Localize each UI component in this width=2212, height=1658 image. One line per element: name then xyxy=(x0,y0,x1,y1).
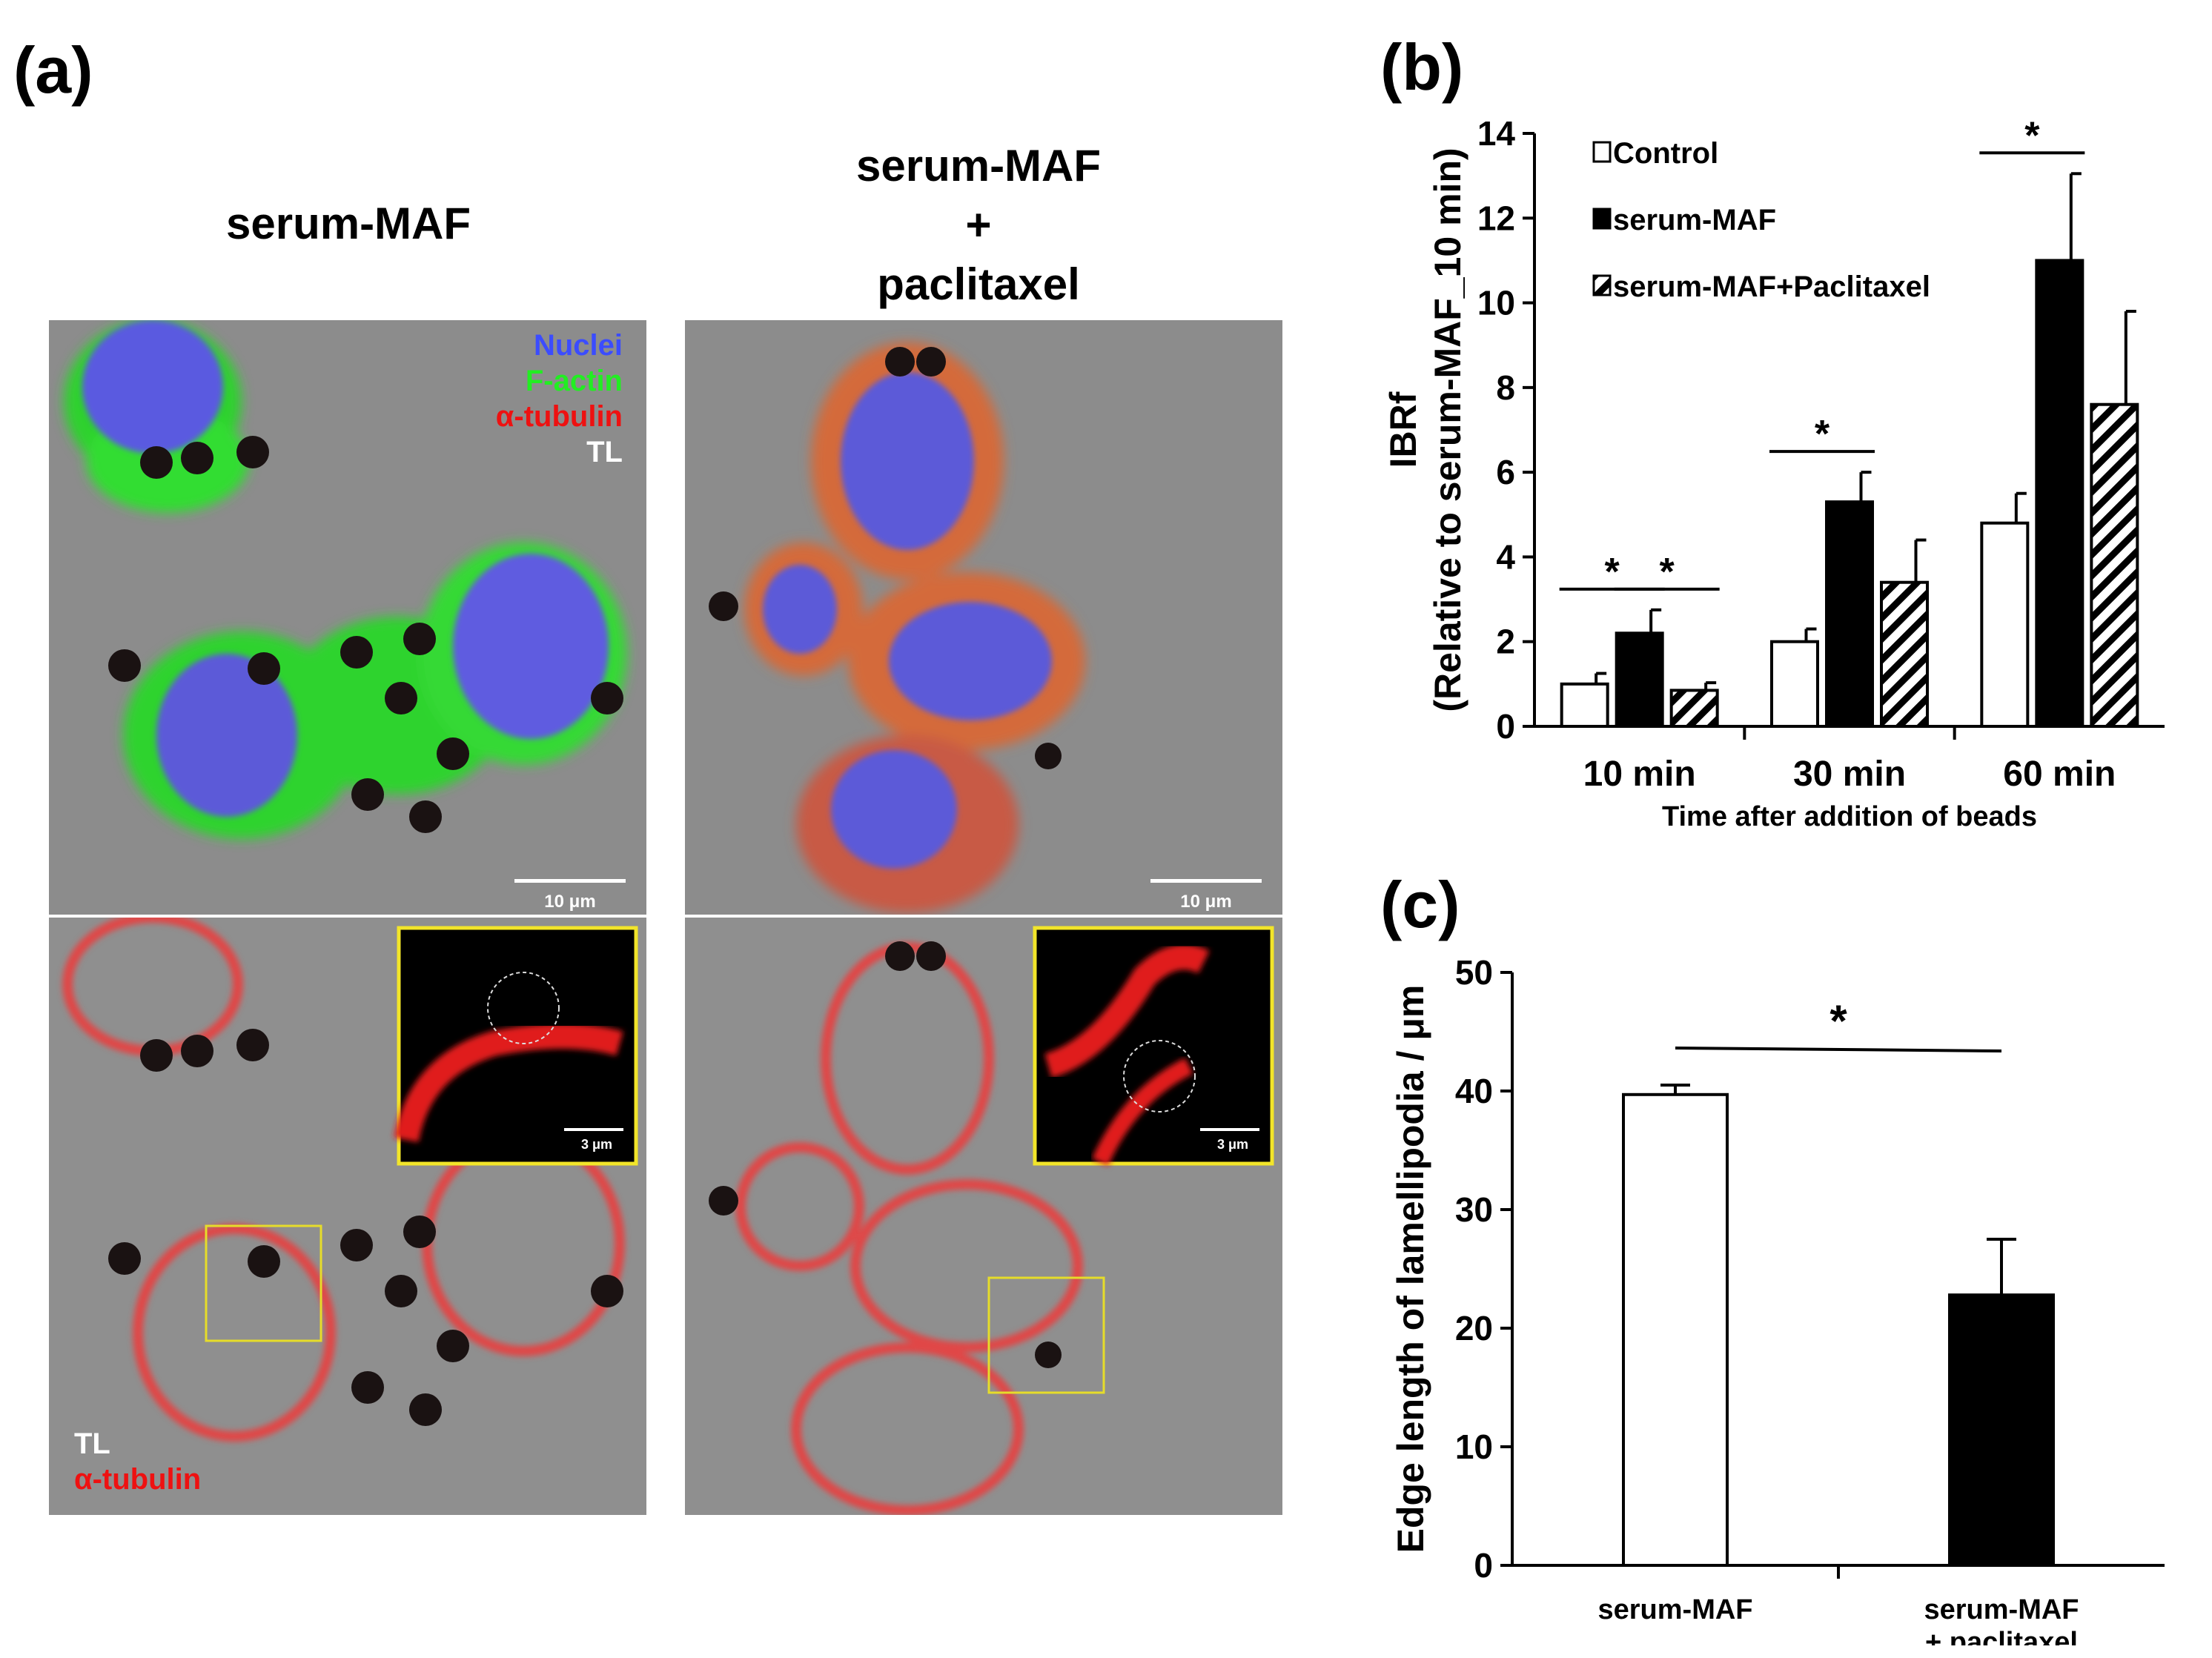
c-sig-star: * xyxy=(1829,996,1847,1046)
b-y-tick-label: 6 xyxy=(1496,453,1515,491)
panel-a-label: (a) xyxy=(13,33,93,107)
b-legend-label: Control xyxy=(1613,137,1718,170)
b-bar xyxy=(1560,682,1609,728)
b-bar xyxy=(1880,580,1929,729)
b-legend-swatch xyxy=(1592,141,1612,163)
col2-title: serum-MAF + paclitaxel xyxy=(801,136,1156,314)
c-y-tick-label: 10 xyxy=(1455,1427,1493,1466)
b-x-tick-label: 60 min xyxy=(2003,755,2116,794)
b-bar xyxy=(1980,521,2030,728)
c-bar xyxy=(1948,1293,2055,1567)
c-x-tick-label: serum-MAF xyxy=(1597,1594,1752,1625)
micrograph-top-left-art: 10 μm xyxy=(49,320,646,915)
b-x-tick-label: 10 min xyxy=(1583,755,1696,794)
b-y-tick-label: 14 xyxy=(1477,114,1516,153)
micrograph-top-left: 10 μm Nuclei F-actin α-tubulin TL xyxy=(49,320,646,915)
b-y-tick-label: 2 xyxy=(1496,623,1515,661)
b-y-tick-label: 10 xyxy=(1477,284,1515,322)
b-y-tick-label: 8 xyxy=(1496,368,1515,407)
c-y-tick-label: 0 xyxy=(1474,1546,1493,1585)
b-bar xyxy=(2035,259,2084,728)
micrograph-bottom-left-art xyxy=(49,918,646,1515)
scale-label-tr: 10 μm xyxy=(1180,892,1231,912)
c-bar xyxy=(1622,1092,1729,1568)
c-x-tick-label: serum-MAF xyxy=(1924,1594,2079,1625)
micrograph-top-right: 10 μm xyxy=(685,320,1282,915)
legend-factin: F-actin xyxy=(525,365,623,397)
micrograph-bottom-right: 3 μm xyxy=(685,918,1282,1515)
b-ylabel-line2: (Relative to serum-MAF_10 min) xyxy=(1427,147,1468,712)
legend-tubulin-bottom: α-tubulin xyxy=(74,1463,202,1496)
scale-label-tl: 10 μm xyxy=(544,892,595,912)
b-legend-label: serum-MAF xyxy=(1613,204,1776,236)
col1-title: serum-MAF xyxy=(225,199,471,248)
b-bar xyxy=(1615,631,1664,728)
b-legend-swatch xyxy=(1592,274,1612,296)
b-legend-label: serum-MAF+Paclitaxel xyxy=(1613,271,1930,303)
b-bar xyxy=(1770,640,1819,729)
chart-c: 0 10 20 30 40 50 serum-MAF serum-MAF + paclitaxe… xyxy=(1390,953,2165,1645)
c-y-tick-label: 50 xyxy=(1455,953,1493,992)
c-x-tick-label: + paclitaxel xyxy=(1925,1627,2078,1645)
legend-tubulin: α-tubulin xyxy=(495,400,623,433)
c-ylabel: Edge length of lamellipodia / μm xyxy=(1390,985,1431,1553)
b-legend-swatch xyxy=(1592,208,1612,230)
b-sig-star: * xyxy=(1660,551,1675,594)
c-y-tick-label: 40 xyxy=(1455,1072,1493,1110)
b-bar xyxy=(1669,689,1719,729)
b-y-tick-label: 12 xyxy=(1477,199,1515,237)
chart-b: 0 2 4 6 8 10 12 14 10 min 30 min 60 min * * * * Control… xyxy=(1382,114,2165,832)
c-y-tick-label: 30 xyxy=(1455,1190,1493,1229)
legend-tl: TL xyxy=(586,436,623,468)
c-sig-line xyxy=(1675,1047,2002,1052)
micrograph-bottom-right-art xyxy=(685,918,1282,1515)
b-sig-star: * xyxy=(1605,551,1620,594)
col2-title-line1: serum-MAF xyxy=(855,141,1102,190)
b-sig-star: * xyxy=(2024,114,2040,157)
panel-c-label: (c) xyxy=(1380,868,1460,941)
b-bar xyxy=(2090,402,2139,728)
panel-b-label: (b) xyxy=(1380,30,1464,104)
b-ylabel-line1: IBRf xyxy=(1382,391,1424,468)
b-xlabel: Time after addition of beads xyxy=(1662,801,2037,832)
col2-title-line3: paclitaxel xyxy=(877,259,1080,309)
legend-nuclei: Nuclei xyxy=(533,329,623,362)
b-x-tick-label: 30 min xyxy=(1793,755,1906,794)
b-sig-star: * xyxy=(1815,413,1830,456)
col2-title-line2: + xyxy=(965,200,992,250)
micrograph-top-right-art: 10 μm xyxy=(685,320,1282,915)
micrograph-bottom-left: 3 μm TL α-tubulin xyxy=(49,918,646,1515)
c-y-tick-label: 20 xyxy=(1455,1309,1493,1347)
legend-tl-bottom: TL xyxy=(74,1427,110,1460)
b-bar xyxy=(1825,500,1874,729)
b-y-tick-label: 0 xyxy=(1496,707,1515,746)
b-y-tick-label: 4 xyxy=(1496,537,1515,576)
